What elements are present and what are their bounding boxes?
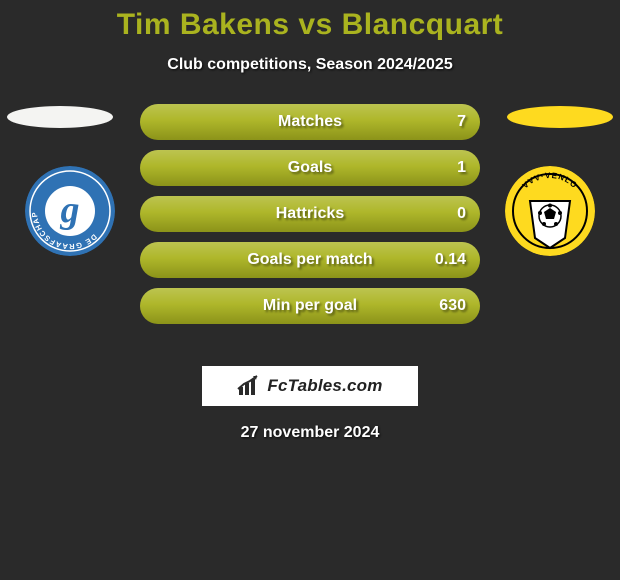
stat-label: Min per goal xyxy=(263,297,357,315)
stat-label: Goals xyxy=(288,159,332,177)
comparison-infographic: Tim Bakens vs Blancquart Club competitio… xyxy=(0,0,620,580)
page-title: Tim Bakens vs Blancquart xyxy=(0,8,620,42)
stat-right-value: 630 xyxy=(439,297,466,315)
stat-label: Goals per match xyxy=(247,251,372,269)
stat-right-value: 0 xyxy=(457,205,466,223)
stat-row-matches: Matches 7 xyxy=(140,104,480,140)
subtitle: Club competitions, Season 2024/2025 xyxy=(0,56,620,74)
club-logo-left-icon: g DE GRAAFSCHAP xyxy=(25,166,115,256)
stat-bars: Matches 7 Goals 1 Hattricks 0 Goals per … xyxy=(140,104,480,334)
stat-row-hattricks: Hattricks 0 xyxy=(140,196,480,232)
bar-chart-icon xyxy=(237,375,263,397)
stat-right-value: 1 xyxy=(457,159,466,177)
stat-label: Hattricks xyxy=(276,205,344,223)
svg-text:g: g xyxy=(60,189,80,231)
stat-label: Matches xyxy=(278,113,342,131)
de-graafschap-logo: g DE GRAAFSCHAP xyxy=(25,166,115,256)
stat-row-goals-per-match: Goals per match 0.14 xyxy=(140,242,480,278)
watermark-text: FcTables.com xyxy=(267,376,382,396)
club-logo-right-icon: VVV·VENLO xyxy=(505,166,595,256)
right-player-ellipse xyxy=(507,106,613,128)
infographic-date: 27 november 2024 xyxy=(0,424,620,442)
fctables-watermark: FcTables.com xyxy=(202,366,418,406)
stat-row-min-per-goal: Min per goal 630 xyxy=(140,288,480,324)
stat-right-value: 7 xyxy=(457,113,466,131)
stat-right-value: 0.14 xyxy=(435,251,466,269)
stat-row-goals: Goals 1 xyxy=(140,150,480,186)
left-player-ellipse xyxy=(7,106,113,128)
comparison-content: g DE GRAAFSCHAP VVV·VENLO xyxy=(0,104,620,344)
vvv-venlo-logo: VVV·VENLO xyxy=(505,166,595,256)
